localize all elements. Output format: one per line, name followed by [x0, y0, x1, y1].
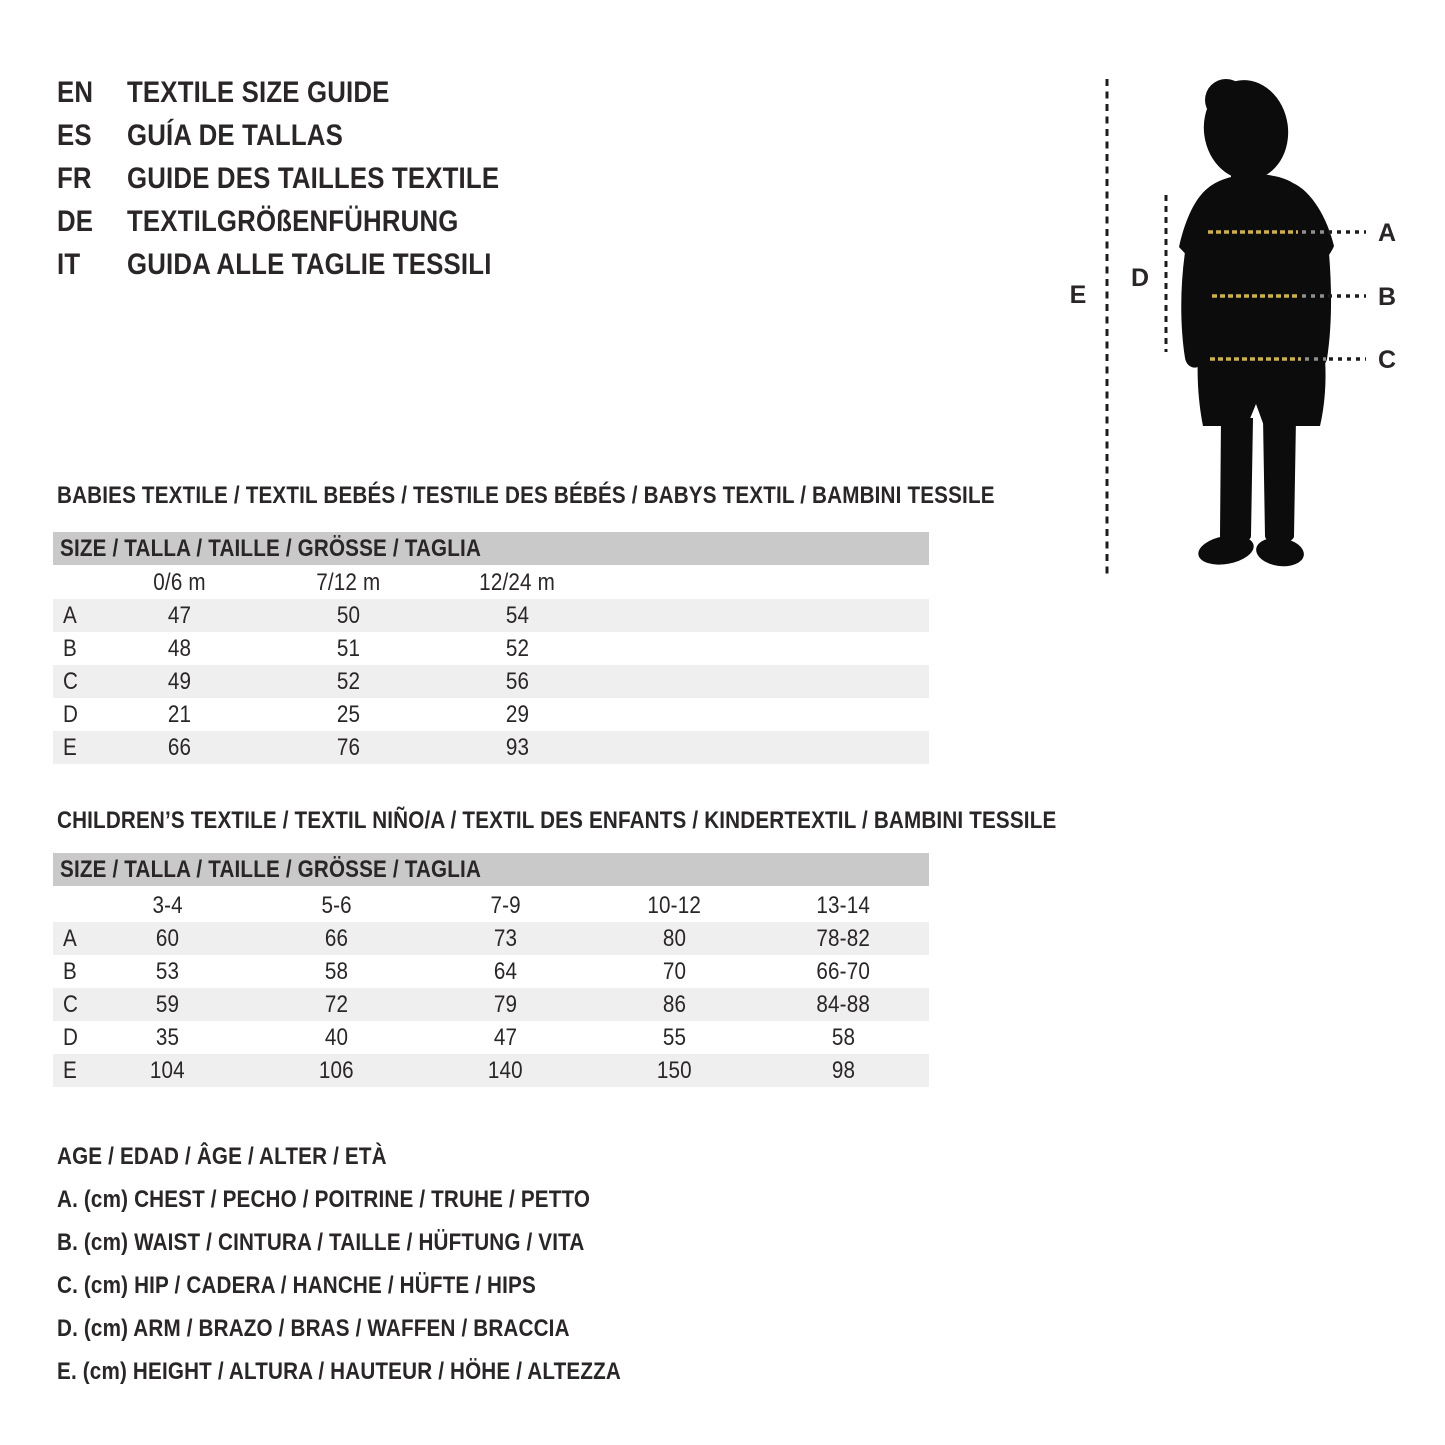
babies-row-a: A 47 50 54 — [53, 599, 929, 632]
lang-code-fr: FR — [57, 162, 92, 195]
figure-label-e: E — [1070, 281, 1087, 309]
silhouette-hair — [1205, 79, 1247, 121]
children-section-title: CHILDREN’S TEXTILE / TEXTIL NIÑO/A / TEX… — [57, 807, 1057, 834]
children-col-0: 3-4 — [152, 891, 183, 919]
row-label: C — [63, 667, 79, 695]
row-label: C — [63, 990, 79, 1018]
lang-row-de: DE TEXTILGRÖßENFÜHRUNG — [0, 204, 1000, 240]
children-size-header-bar: SIZE / TALLA / TAILLE / GRÖSSE / TAGLIA — [53, 853, 929, 886]
row-label: D — [63, 1023, 79, 1051]
babies-size-header-bar: SIZE / TALLA / TAILLE / GRÖSSE / TAGLIA — [53, 532, 929, 565]
babies-row-c: C 49 52 56 — [53, 665, 929, 698]
babies-row-d: D 21 25 29 — [53, 698, 929, 731]
children-col-3: 10-12 — [647, 891, 702, 919]
silhouette-right-arm — [1311, 253, 1332, 368]
legend-age: AGE / EDAD / ÂGE / ALTER / ETÀ — [57, 1143, 387, 1170]
children-column-header-row: 3-4 5-6 7-9 10-12 13-14 — [53, 889, 929, 922]
silhouette-left-leg — [1220, 418, 1253, 543]
babies-col-1: 7/12 m — [316, 568, 381, 596]
size-figure: A B C D E — [1070, 79, 1396, 577]
row-label: B — [63, 957, 77, 985]
lang-code-it: IT — [57, 248, 81, 281]
row-label: B — [63, 634, 77, 662]
lang-title-it: GUIDA ALLE TAGLIE TESSILI — [127, 248, 492, 281]
row-label: A — [63, 924, 77, 952]
children-col-2: 7-9 — [490, 891, 521, 919]
silhouette-right-leg — [1263, 418, 1296, 543]
lang-title-en: TEXTILE SIZE GUIDE — [127, 76, 390, 109]
lang-code-en: EN — [57, 76, 94, 109]
lang-code-de: DE — [57, 205, 94, 238]
legend-height: E. (cm) HEIGHT / ALTURA / HAUTEUR / HÖHE… — [57, 1358, 621, 1385]
babies-row-b: B 48 51 52 — [53, 632, 929, 665]
row-label: A — [63, 601, 77, 629]
figure-label-d: D — [1131, 264, 1149, 292]
children-row-d: D 35 40 47 55 58 — [53, 1021, 929, 1054]
lang-row-en: EN TEXTILE SIZE GUIDE — [0, 75, 1000, 111]
figure-label-b: B — [1378, 283, 1396, 311]
children-row-b: B 53 58 64 70 66-70 — [53, 955, 929, 988]
row-label: E — [63, 733, 77, 761]
figure-label-c: C — [1378, 346, 1396, 374]
children-row-a: A 60 66 73 80 78-82 — [53, 922, 929, 955]
babies-section-title: BABIES TEXTILE / TEXTIL BEBÉS / TESTILE … — [57, 482, 995, 509]
babies-col-0: 0/6 m — [153, 568, 206, 596]
babies-column-header-row: 0/6 m 7/12 m 12/24 m — [53, 566, 929, 599]
lang-title-es: GUÍA DE TALLAS — [127, 119, 343, 152]
lang-row-fr: FR GUIDE DES TAILLES TEXTILE — [0, 161, 1000, 197]
children-col-4: 13-14 — [816, 891, 871, 919]
silhouette-body — [1179, 174, 1334, 426]
lang-row-it: IT GUIDA ALLE TAGLIE TESSILI — [0, 247, 1000, 283]
row-label: D — [63, 700, 79, 728]
lang-code-es: ES — [57, 119, 92, 152]
silhouette-left-arm — [1181, 252, 1205, 368]
figure-label-a: A — [1378, 219, 1396, 247]
children-col-1: 5-6 — [321, 891, 352, 919]
babies-col-2: 12/24 m — [479, 568, 556, 596]
babies-row-e: E 66 76 93 — [53, 731, 929, 764]
legend-waist: B. (cm) WAIST / CINTURA / TAILLE / HÜFTU… — [57, 1229, 585, 1256]
lang-title-fr: GUIDE DES TAILLES TEXTILE — [127, 162, 500, 195]
silhouette-right-shoe — [1256, 537, 1304, 567]
legend-hip: C. (cm) HIP / CADERA / HANCHE / HÜFTE / … — [57, 1272, 536, 1299]
legend-chest: A. (cm) CHEST / PECHO / POITRINE / TRUHE… — [57, 1186, 591, 1213]
lang-row-es: ES GUÍA DE TALLAS — [0, 118, 1000, 154]
silhouette-left-shoe — [1198, 535, 1254, 565]
children-row-c: C 59 72 79 86 84-88 — [53, 988, 929, 1021]
child-silhouette-icon — [1179, 79, 1334, 567]
lang-title-de: TEXTILGRÖßENFÜHRUNG — [127, 205, 459, 238]
children-row-e: E 104 106 140 150 98 — [53, 1054, 929, 1087]
row-label: E — [63, 1056, 77, 1084]
legend-arm: D. (cm) ARM / BRAZO / BRAS / WAFFEN / BR… — [57, 1315, 570, 1342]
